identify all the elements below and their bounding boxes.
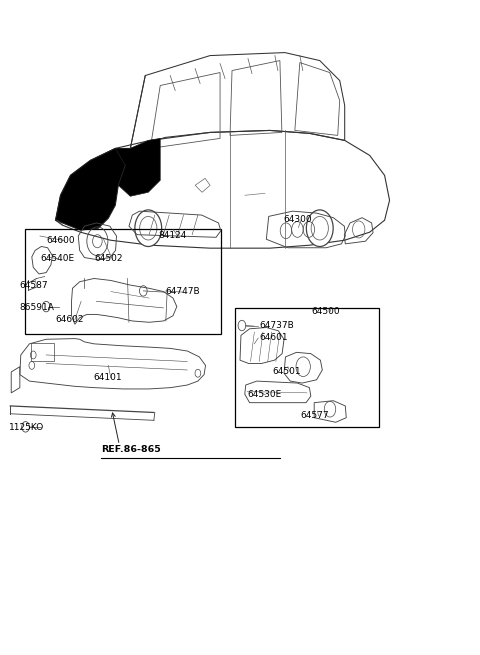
- Circle shape: [306, 210, 333, 246]
- Bar: [235, 308, 379, 427]
- Text: 64600: 64600: [46, 236, 75, 245]
- Text: 64601: 64601: [259, 333, 288, 343]
- Text: 64101: 64101: [93, 373, 122, 383]
- Bar: [31, 343, 54, 362]
- Polygon shape: [115, 138, 160, 196]
- Text: 64587: 64587: [20, 280, 48, 290]
- Polygon shape: [56, 149, 130, 230]
- Circle shape: [135, 210, 162, 246]
- Text: 64530E: 64530E: [247, 390, 281, 400]
- Text: 86591A: 86591A: [20, 303, 55, 312]
- Text: REF.86-865: REF.86-865: [101, 445, 161, 454]
- Text: 64747B: 64747B: [166, 287, 201, 296]
- Text: 64540E: 64540E: [40, 254, 74, 263]
- Text: 64577: 64577: [300, 411, 329, 421]
- Text: 64501: 64501: [272, 367, 300, 377]
- Text: 64300: 64300: [283, 215, 312, 224]
- Text: 1125KO: 1125KO: [9, 423, 45, 432]
- Text: 84124: 84124: [158, 231, 187, 240]
- Bar: [24, 229, 221, 334]
- Text: 64737B: 64737B: [259, 321, 294, 330]
- Text: 64500: 64500: [312, 307, 340, 316]
- Text: 64502: 64502: [94, 254, 122, 263]
- Text: 64602: 64602: [56, 315, 84, 324]
